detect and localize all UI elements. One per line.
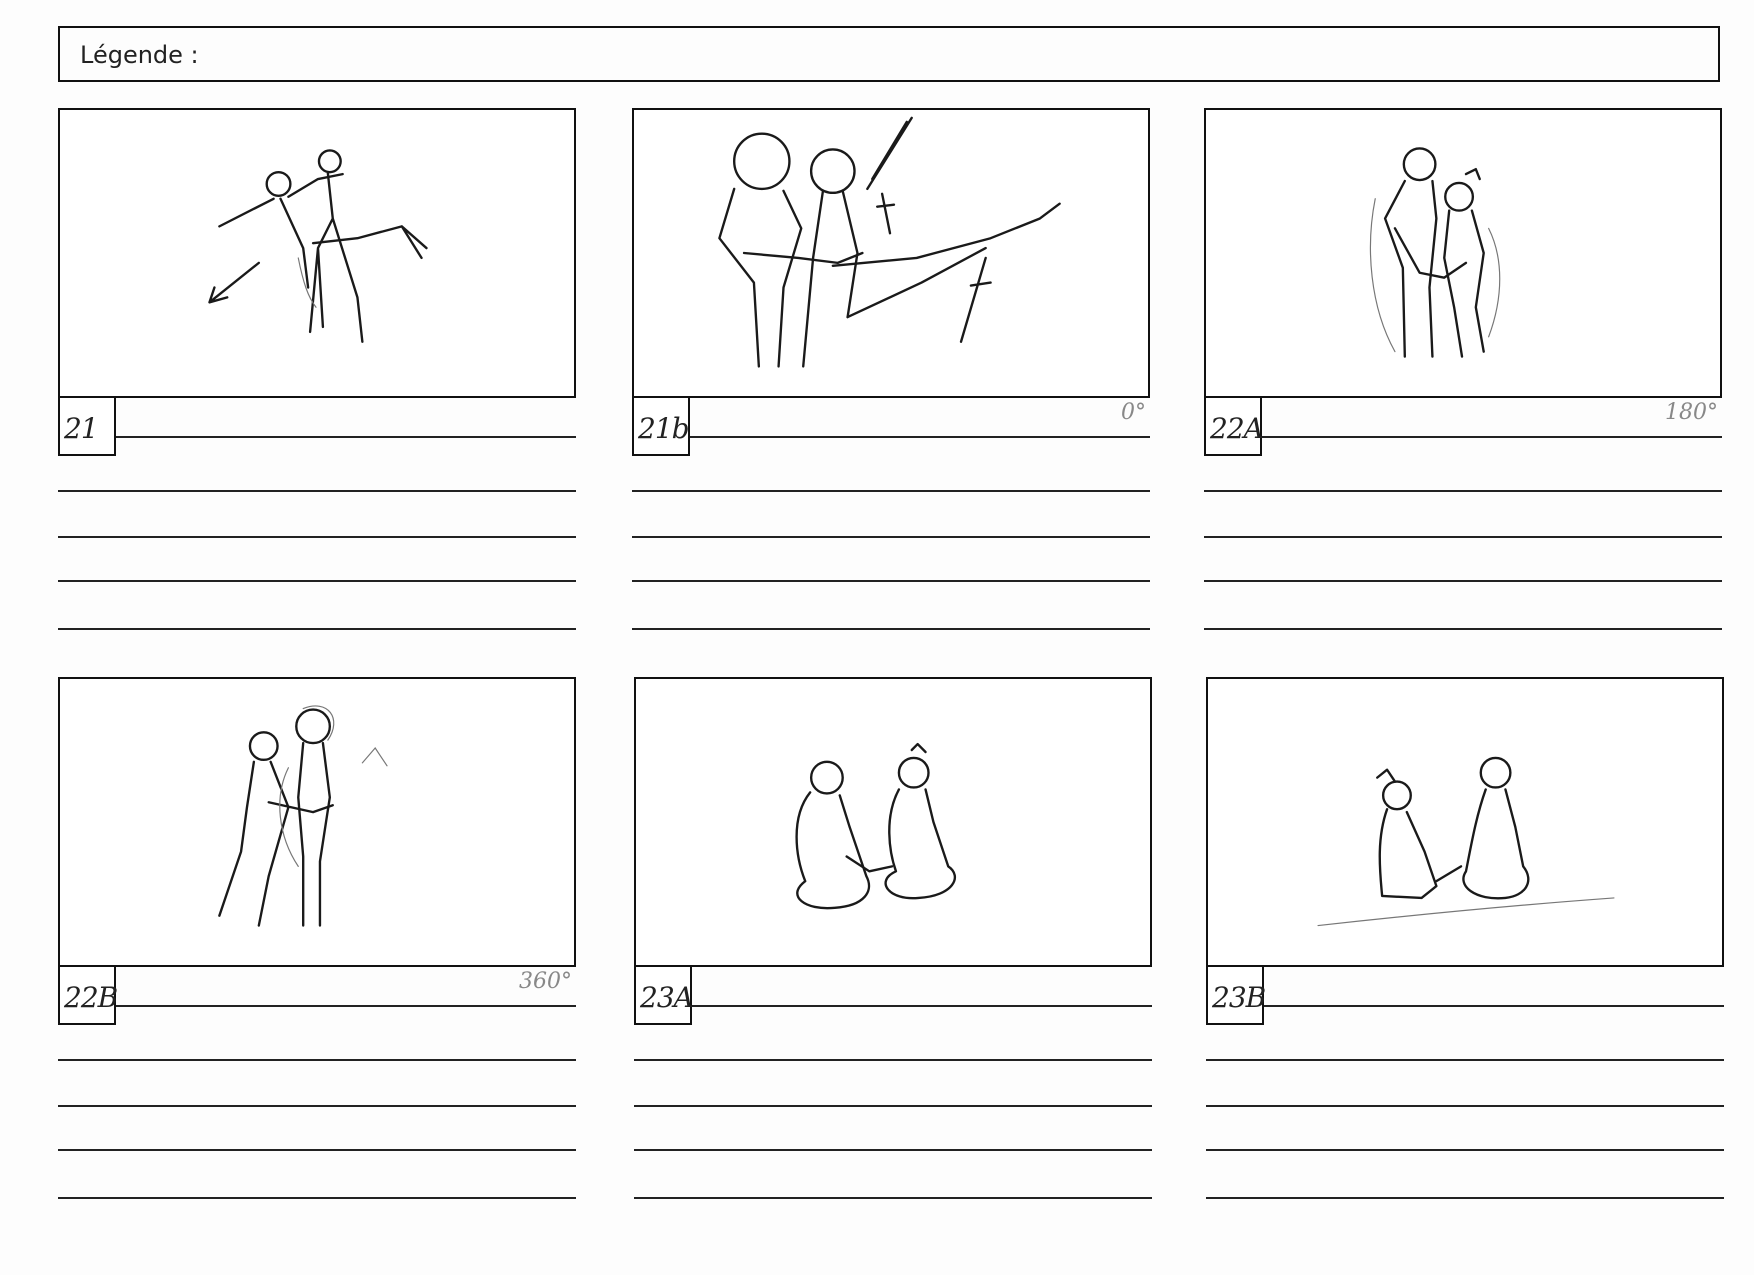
sketch-frame xyxy=(634,677,1152,967)
caption-line xyxy=(58,1197,576,1199)
panel-number: 22B xyxy=(64,981,118,1014)
caption-line xyxy=(1262,436,1722,438)
caption-line xyxy=(634,1059,1152,1061)
panel-number: 21 xyxy=(64,412,99,445)
caption-line xyxy=(116,1005,576,1007)
caption-line xyxy=(632,580,1150,582)
caption-line xyxy=(1204,536,1722,538)
sketch-couple-seated-back-view xyxy=(795,742,956,910)
caption-line xyxy=(1206,1149,1724,1151)
caption-line xyxy=(1206,1105,1724,1107)
camera-angle-note: 0° xyxy=(1121,400,1146,425)
sketch-frame xyxy=(58,677,576,967)
panel-number-box: 23B xyxy=(1206,965,1266,1025)
caption-line xyxy=(58,536,576,538)
caption-line xyxy=(58,1105,576,1107)
caption-line xyxy=(692,1005,1152,1007)
caption-line xyxy=(634,1105,1152,1107)
sketch-couple-seated-facing xyxy=(1317,756,1615,927)
panel-number-box: 22B xyxy=(58,965,118,1025)
caption-line xyxy=(690,436,1150,438)
panel-number-box: 22A xyxy=(1204,396,1264,456)
sketch-couple-standing-spin xyxy=(218,705,388,927)
caption-line xyxy=(632,536,1150,538)
caption-line xyxy=(1206,1059,1724,1061)
caption-line xyxy=(1204,490,1722,492)
sketch-frame xyxy=(632,108,1150,398)
caption-line xyxy=(634,1149,1152,1151)
legend-box: Légende : xyxy=(58,26,1720,82)
panel-number-box: 21b xyxy=(632,396,690,456)
sketch-dancing-couple-leg-lift xyxy=(208,149,428,343)
caption-line xyxy=(58,490,576,492)
panel-number-box: 21 xyxy=(58,396,116,456)
legend-label: Légende : xyxy=(80,41,199,69)
caption-line xyxy=(58,1149,576,1151)
sketch-frame xyxy=(1206,677,1724,967)
sketch-couple-embrace xyxy=(1369,147,1501,358)
caption-line xyxy=(634,1197,1152,1199)
sketch-closeup-leg-extension xyxy=(718,116,1061,368)
sketch-frame xyxy=(1204,108,1722,398)
panel-number: 23B xyxy=(1212,981,1266,1014)
sketch-frame xyxy=(58,108,576,398)
panel-number-box: 23A xyxy=(634,965,694,1025)
panel-number: 23A xyxy=(640,981,694,1014)
caption-line xyxy=(632,628,1150,630)
camera-angle-note: 360° xyxy=(519,969,572,994)
caption-line xyxy=(1204,628,1722,630)
caption-line xyxy=(58,1059,576,1061)
caption-line xyxy=(1204,580,1722,582)
caption-line xyxy=(632,490,1150,492)
panel-number: 21b xyxy=(638,412,690,445)
caption-line xyxy=(58,580,576,582)
panel-number: 22A xyxy=(1210,412,1264,445)
caption-line xyxy=(58,628,576,630)
caption-line xyxy=(1206,1197,1724,1199)
camera-angle-note: 180° xyxy=(1665,400,1718,425)
caption-line xyxy=(1264,1005,1724,1007)
caption-line xyxy=(116,436,576,438)
